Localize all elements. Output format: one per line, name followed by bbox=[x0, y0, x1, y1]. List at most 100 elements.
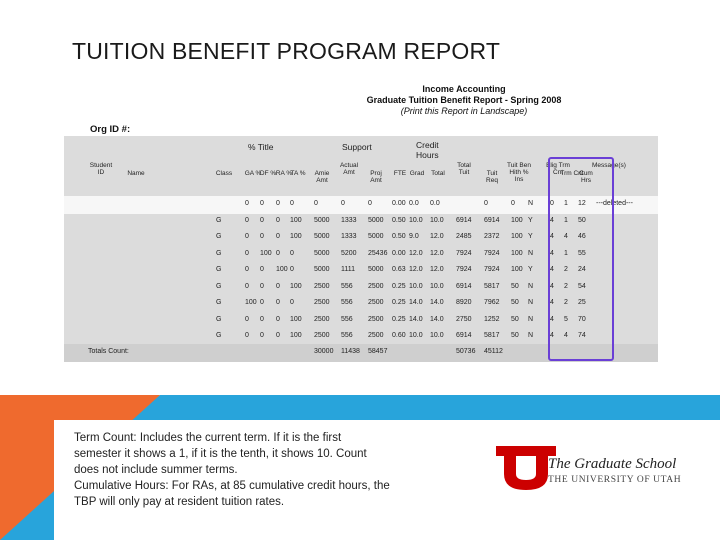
table-cell: 0 bbox=[276, 233, 280, 240]
table-cell: 4 bbox=[550, 233, 554, 240]
table-cell: 0 bbox=[290, 249, 294, 257]
table-cell: 10.0 bbox=[430, 216, 444, 224]
table-cell: 6914 bbox=[456, 332, 472, 339]
eligible-term-highlight bbox=[548, 157, 614, 361]
table-cell: Y bbox=[528, 216, 533, 224]
table-cell: 12.0 bbox=[409, 249, 423, 257]
table-cell: ---deleted--- bbox=[596, 200, 633, 207]
table-cell: 0 bbox=[276, 249, 280, 257]
table-cell: N bbox=[528, 249, 534, 257]
footnote: Term Count: Includes the current term. I… bbox=[74, 430, 454, 510]
university-u-logo-icon bbox=[496, 446, 556, 490]
note-line: does not include summer terms. bbox=[74, 464, 238, 476]
table-cell: 2500 bbox=[314, 332, 330, 339]
column-header: Elig Trm Cnt bbox=[546, 162, 570, 176]
table-cell: 0.0 bbox=[409, 200, 419, 207]
totals-band bbox=[64, 344, 658, 362]
table-cell: N bbox=[528, 332, 534, 339]
table-cell: G bbox=[216, 233, 222, 240]
footer-band bbox=[0, 395, 720, 540]
table-cell: 12 bbox=[578, 200, 586, 207]
totals-cell: 50736 bbox=[456, 348, 476, 355]
column-header: FTE bbox=[393, 170, 407, 177]
table-cell: 0 bbox=[260, 299, 264, 306]
table-cell: 50 bbox=[511, 299, 519, 306]
table-cell: 0 bbox=[260, 266, 264, 273]
table-cell: 5200 bbox=[341, 249, 357, 257]
table-cell: 0.50 bbox=[392, 216, 406, 224]
table-cell: 12.0 bbox=[430, 233, 444, 240]
table-cell: 50 bbox=[511, 332, 519, 339]
table-cell: 12.0 bbox=[409, 266, 423, 273]
table-cell: 50 bbox=[511, 282, 519, 290]
table-cell: 0 bbox=[276, 200, 280, 207]
table-cell: 0.25 bbox=[392, 282, 406, 290]
table-cell: 0 bbox=[245, 233, 249, 240]
table-cell: 7924 bbox=[484, 249, 500, 257]
table-cell: 0 bbox=[276, 216, 280, 224]
column-header: TA % bbox=[290, 170, 306, 177]
table-cell: 6914 bbox=[484, 216, 500, 224]
table-cell: 46 bbox=[578, 233, 586, 240]
table-cell: 5000 bbox=[368, 216, 384, 224]
report-table: % Title Support Credit Hours Student ID N… bbox=[64, 136, 658, 362]
note-line: semester it shows a 1, if it is the tent… bbox=[74, 448, 367, 460]
table-cell: 0 bbox=[245, 249, 249, 257]
report-line-2: Graduate Tuition Benefit Report - Spring… bbox=[366, 95, 562, 105]
table-cell: G bbox=[216, 332, 222, 339]
table-cell: 14.0 bbox=[409, 299, 423, 306]
logo-line-1: The Graduate School bbox=[548, 456, 677, 472]
table-cell: 10.0 bbox=[409, 216, 423, 224]
column-header: GA % bbox=[244, 170, 262, 177]
table-cell: 6914 bbox=[456, 282, 472, 290]
table-cell: N bbox=[528, 299, 534, 306]
table-cell: 0 bbox=[260, 282, 264, 290]
table-cell: 100 bbox=[511, 233, 523, 240]
column-header: DF % bbox=[259, 170, 277, 177]
table-cell: 14.0 bbox=[430, 315, 444, 323]
table-cell: 8920 bbox=[456, 299, 472, 306]
group-header-pct-title: % Title bbox=[248, 142, 274, 152]
table-cell: 4 bbox=[550, 266, 554, 273]
table-cell: 14.0 bbox=[430, 299, 444, 306]
table-cell: 24 bbox=[578, 266, 586, 273]
table-cell: 4 bbox=[564, 332, 568, 339]
table-cell: 100 bbox=[245, 299, 257, 306]
table-cell: 50 bbox=[578, 216, 586, 224]
table-cell: 0 bbox=[368, 200, 372, 207]
table-cell: G bbox=[216, 216, 222, 224]
table-cell: 2500 bbox=[368, 282, 384, 290]
table-cell: 0 bbox=[260, 315, 264, 323]
table-cell: 4 bbox=[550, 216, 554, 224]
table-cell: G bbox=[216, 249, 222, 257]
table-cell: 4 bbox=[550, 332, 554, 339]
table-cell: 556 bbox=[341, 299, 353, 306]
table-cell: 1 bbox=[564, 249, 568, 257]
slide-title: TUITION BENEFIT PROGRAM REPORT bbox=[72, 38, 501, 64]
note-line: Cumulative Hours: For RAs, at 85 cumulat… bbox=[74, 480, 390, 492]
table-cell: 2 bbox=[564, 282, 568, 290]
table-cell: 0 bbox=[276, 332, 280, 339]
table-cell: 0 bbox=[245, 315, 249, 323]
report-image: Income Accounting Graduate Tuition Benef… bbox=[64, 84, 658, 364]
totals-cell: 45112 bbox=[484, 348, 503, 355]
column-header: Name bbox=[127, 170, 145, 177]
column-header: RA % bbox=[275, 170, 293, 177]
table-cell: 0.63 bbox=[392, 266, 406, 273]
table-cell: 100 bbox=[290, 233, 302, 240]
column-header: Actual Amt bbox=[339, 162, 359, 176]
column-header: Cum Hrs bbox=[579, 170, 593, 184]
table-cell: 2750 bbox=[456, 315, 472, 323]
table-cell: 9.0 bbox=[409, 233, 419, 240]
table-cell: 1111 bbox=[341, 266, 356, 273]
table-cell: 10.0 bbox=[430, 282, 444, 290]
table-cell: 5 bbox=[564, 315, 568, 323]
table-cell: 74 bbox=[578, 332, 586, 339]
table-cell: 2500 bbox=[368, 299, 384, 306]
table-cell: 100 bbox=[290, 282, 302, 290]
table-cell: N bbox=[528, 200, 534, 207]
column-header: Student ID bbox=[89, 162, 113, 176]
table-cell: 0 bbox=[511, 200, 515, 207]
totals-cell: 11438 bbox=[341, 348, 360, 355]
table-cell: 70 bbox=[578, 315, 586, 323]
